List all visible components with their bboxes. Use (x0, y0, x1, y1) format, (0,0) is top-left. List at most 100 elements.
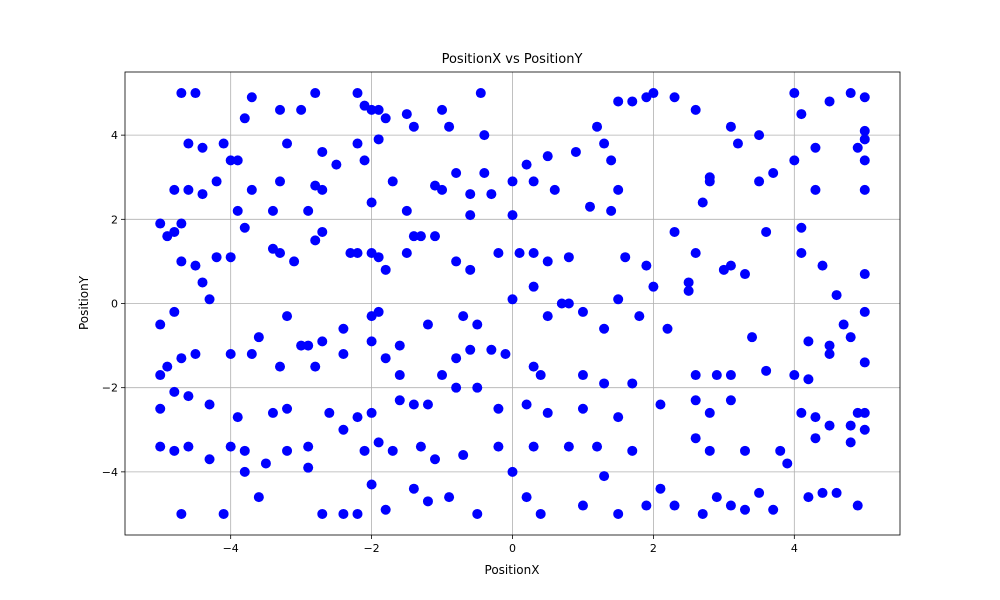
data-point (275, 361, 285, 372)
data-point (641, 260, 652, 271)
data-point (394, 370, 405, 381)
data-point (740, 445, 750, 456)
data-point (380, 264, 391, 275)
data-point (289, 256, 300, 267)
data-point (704, 445, 715, 456)
data-point (430, 231, 440, 242)
data-point (451, 256, 462, 267)
data-point (380, 504, 391, 515)
data-point (690, 247, 701, 258)
data-point (796, 109, 807, 120)
data-point (493, 441, 504, 452)
data-point (528, 247, 539, 258)
data-point (859, 306, 870, 317)
data-point (704, 407, 715, 418)
data-point (169, 386, 180, 397)
data-point (740, 269, 750, 280)
data-point (352, 247, 363, 258)
data-point (162, 361, 173, 372)
data-point (810, 433, 821, 444)
data-point (859, 134, 870, 145)
data-point (246, 349, 257, 360)
data-point (282, 403, 293, 414)
data-point (599, 378, 610, 389)
data-point (197, 277, 208, 288)
data-point (275, 176, 285, 187)
data-point (528, 176, 539, 187)
data-point (465, 264, 476, 275)
data-point (303, 441, 314, 452)
data-point (690, 104, 701, 115)
data-point (577, 306, 588, 317)
data-point (225, 349, 236, 360)
data-point (845, 420, 856, 431)
data-point (725, 121, 736, 132)
data-point (465, 344, 476, 355)
data-point (394, 395, 405, 406)
data-point (437, 104, 448, 115)
data-point (458, 450, 469, 461)
data-point (542, 407, 553, 418)
data-point (585, 201, 595, 212)
data-point (789, 370, 800, 381)
data-point (401, 247, 412, 258)
data-point (845, 437, 856, 448)
data-point (754, 130, 765, 141)
data-point (810, 412, 821, 423)
data-point (415, 441, 426, 452)
data-point (176, 88, 187, 99)
data-point (500, 349, 511, 360)
data-point (317, 184, 328, 195)
data-point (155, 319, 166, 330)
data-point (155, 403, 166, 414)
data-point (796, 407, 807, 418)
data-point (655, 483, 666, 494)
data-point (718, 264, 729, 275)
data-point (683, 285, 694, 296)
data-point (444, 121, 455, 132)
data-point (422, 399, 433, 410)
data-point (197, 142, 208, 153)
data-point (401, 109, 412, 120)
data-point (155, 370, 166, 381)
data-point (366, 407, 377, 418)
data-point (465, 210, 476, 221)
data-point (732, 138, 743, 149)
data-point (317, 336, 328, 347)
data-point (310, 88, 321, 99)
data-point (754, 487, 765, 498)
data-point (613, 412, 624, 423)
data-point (387, 176, 398, 187)
data-point (345, 247, 356, 258)
data-point (359, 445, 370, 456)
x-tick-label: 4 (791, 542, 798, 555)
data-point (190, 88, 201, 99)
data-point (683, 277, 694, 288)
data-point (493, 403, 504, 414)
data-point (606, 205, 617, 216)
data-point (282, 311, 293, 322)
data-point (225, 155, 236, 166)
data-point (366, 104, 377, 115)
data-point (465, 189, 476, 200)
data-point (570, 146, 581, 157)
data-point (486, 344, 497, 355)
data-point (422, 496, 433, 507)
data-point (796, 247, 807, 258)
data-point (204, 399, 215, 410)
data-point (697, 508, 708, 519)
data-point (521, 159, 532, 170)
axis-ticks: −4 −2 0 2 4 −4 −2 0 2 4 (102, 129, 798, 555)
y-tick-label: 4 (111, 129, 118, 142)
data-point (366, 336, 377, 347)
data-point (711, 370, 722, 381)
data-point (190, 349, 201, 360)
data-point (197, 189, 208, 200)
data-point (310, 361, 321, 372)
data-point (592, 441, 603, 452)
data-point (176, 508, 187, 519)
data-point (373, 306, 384, 317)
data-point (577, 500, 588, 511)
data-point (859, 269, 870, 280)
